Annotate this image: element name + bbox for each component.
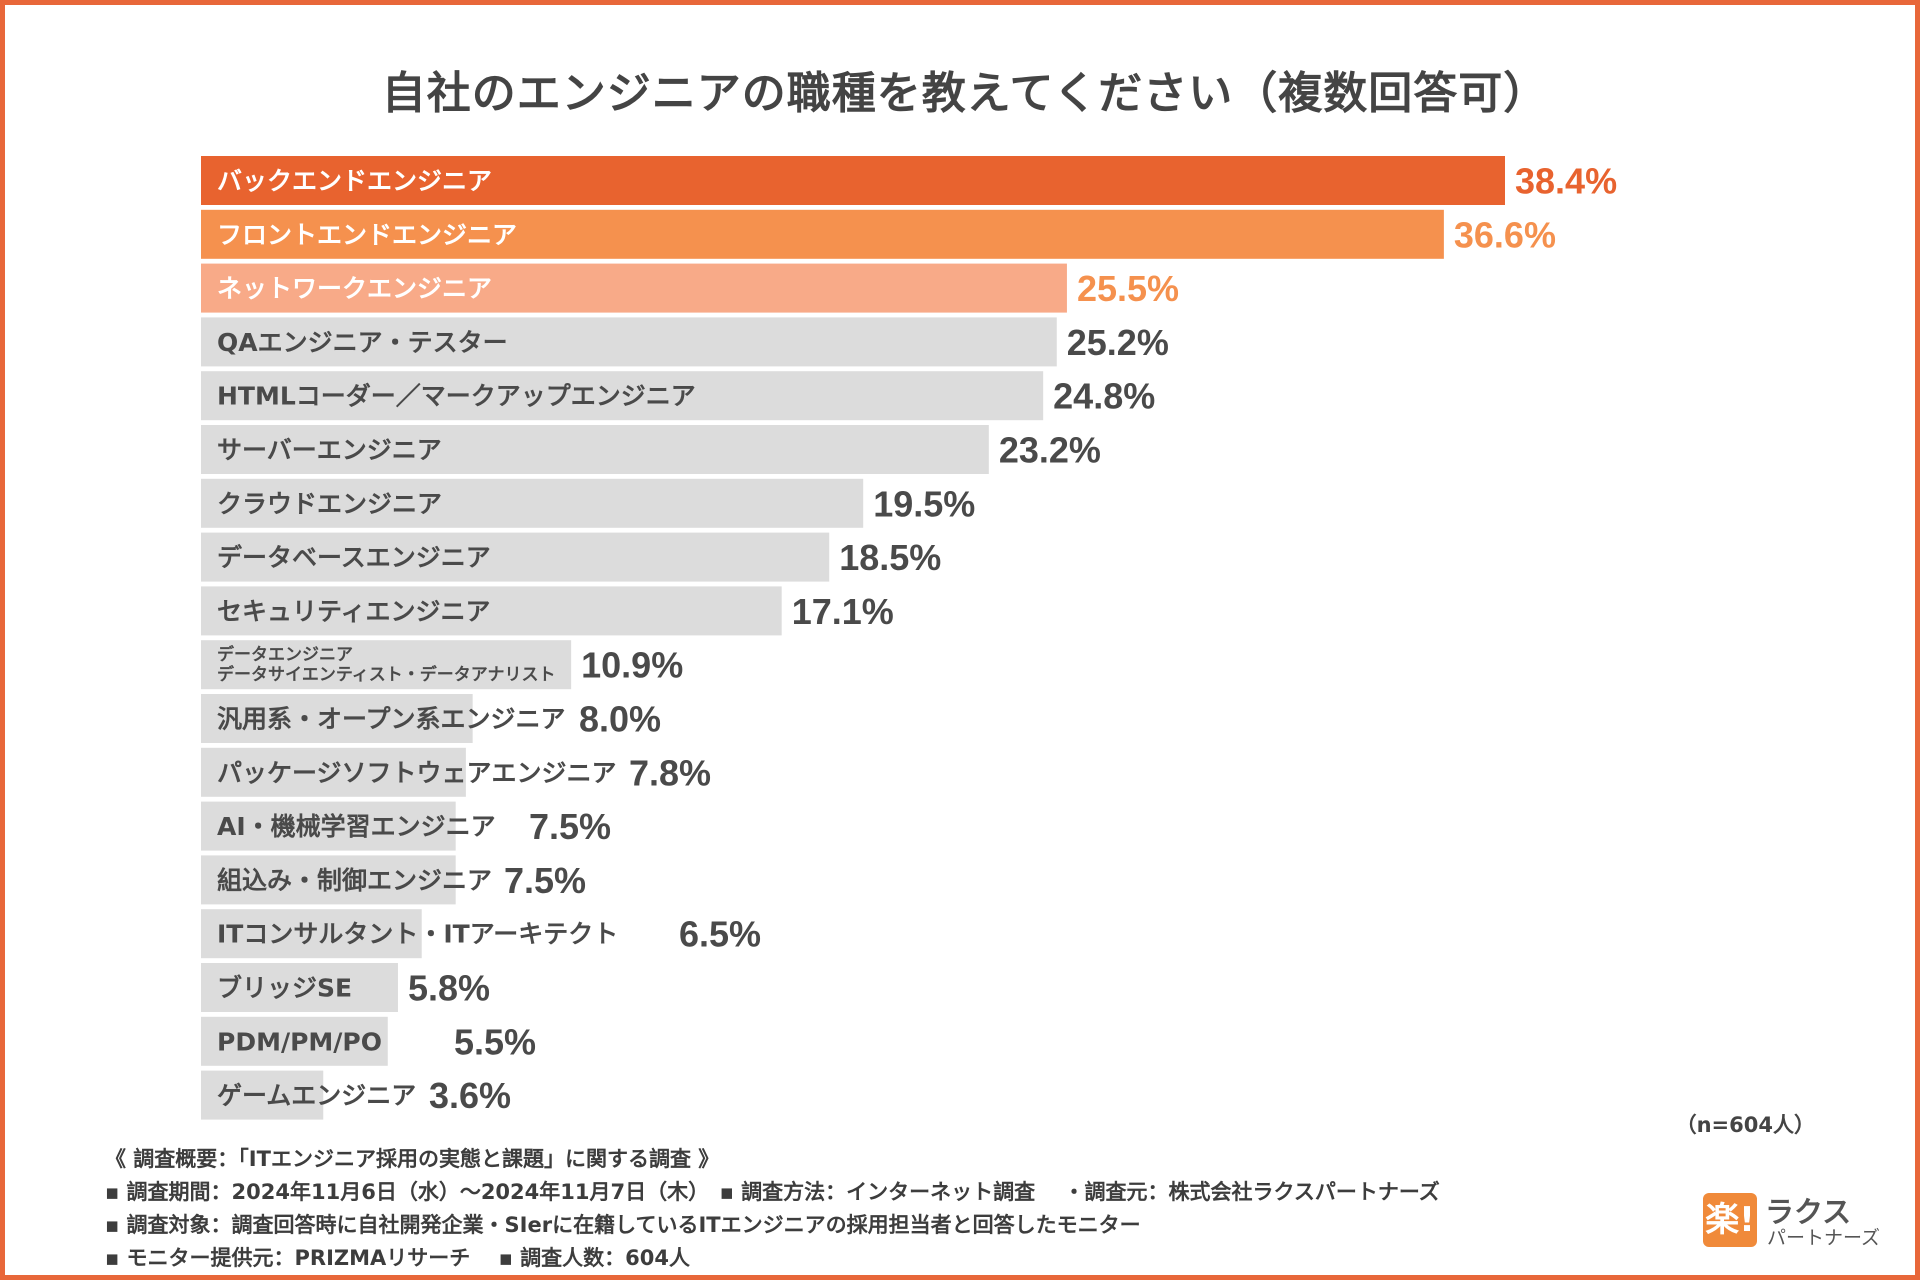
value-label: 8.0% bbox=[579, 699, 661, 740]
value-label: 36.6% bbox=[1454, 214, 1556, 255]
value-label: 25.2% bbox=[1067, 322, 1169, 363]
category-label: データサイエンティスト・データアナリスト bbox=[217, 664, 555, 685]
category-label: HTMLコーダー／マークアップエンジニア bbox=[217, 382, 696, 411]
bar bbox=[201, 963, 398, 1012]
category-label: AI・機械学習エンジニア bbox=[217, 812, 496, 841]
company-logo: 楽! ラクス パートナーズ bbox=[1703, 1193, 1893, 1249]
category-label: ネットワークエンジニア bbox=[217, 274, 492, 303]
bar bbox=[201, 156, 1505, 205]
bar bbox=[201, 371, 1044, 421]
bar bbox=[201, 209, 1444, 259]
survey-note-period: ▪ 調査期間：2024年11月6日（水）〜2024年11月7日（木） ▪ 調査方… bbox=[105, 1180, 1440, 1204]
value-label: 18.5% bbox=[839, 537, 941, 578]
sample-size: （n=604人） bbox=[1675, 1113, 1815, 1137]
value-label: 24.8% bbox=[1053, 376, 1155, 417]
value-label: 19.5% bbox=[873, 483, 975, 524]
bar bbox=[201, 263, 1067, 313]
value-label: 7.5% bbox=[504, 860, 586, 901]
category-label: データベースエンジニア bbox=[217, 543, 491, 572]
value-label: 6.5% bbox=[679, 914, 761, 955]
category-label: ゲームエンジニア bbox=[217, 1081, 416, 1110]
category-label: データエンジニア bbox=[217, 644, 353, 665]
bar bbox=[201, 1016, 388, 1066]
value-label: 5.8% bbox=[408, 968, 490, 1009]
category-label: ブリッジSE bbox=[217, 974, 352, 1003]
bar bbox=[201, 478, 864, 528]
bar bbox=[201, 425, 989, 474]
category-label: 汎用系・オープン系エンジニア bbox=[217, 705, 566, 734]
bar bbox=[201, 855, 456, 905]
value-label: 3.6% bbox=[429, 1075, 511, 1116]
value-label: 17.1% bbox=[792, 591, 894, 632]
bar bbox=[201, 909, 422, 959]
logo-subname: パートナーズ bbox=[1767, 1227, 1881, 1249]
logo-mark: 楽! bbox=[1703, 1193, 1757, 1247]
category-label: PDM/PM/PO bbox=[217, 1027, 382, 1056]
bar-chart: バックエンドエンジニア 38.4% フロントエンドエンジニア 36.6% ネットワークエ… bbox=[201, 156, 1617, 1120]
category-label: バックエンドエンジニア bbox=[217, 167, 492, 196]
bar bbox=[201, 640, 572, 690]
category-label: パッケージソフトウェアエンジニア bbox=[217, 758, 617, 787]
bar bbox=[201, 1070, 324, 1120]
survey-note-heading: 《 調査概要：「ITエンジニア採用の実態と課題」に関する調査 》 bbox=[105, 1147, 720, 1171]
survey-note-target: ▪ 調査対象：調査回答時に自社開発企業・SIerに在籍しているITエンジニアの採… bbox=[105, 1213, 1141, 1237]
category-label: ITコンサルタント・ITアーキテクト bbox=[217, 920, 618, 949]
bar bbox=[201, 532, 830, 582]
bar bbox=[201, 586, 782, 636]
value-label: 38.4% bbox=[1515, 161, 1617, 202]
category-label: フロントエンドエンジニア bbox=[217, 220, 517, 249]
category-label: QAエンジニア・テスター bbox=[217, 328, 508, 357]
survey-note-provider: ▪ モニター提供元：PRIZMAリサーチ ▪ 調査人数：604人 bbox=[105, 1246, 690, 1270]
bar bbox=[201, 801, 456, 851]
value-label: 10.9% bbox=[581, 645, 683, 686]
survey-notes: 《 調査概要：「ITエンジニア採用の実態と課題」に関する調査 》 ▪ 調査期間：… bbox=[105, 1143, 1705, 1275]
value-label: 23.2% bbox=[999, 430, 1101, 471]
category-label: セキュリティエンジニア bbox=[217, 597, 491, 626]
value-label: 25.5% bbox=[1077, 268, 1179, 309]
category-label: 組込み・制御エンジニア bbox=[217, 866, 492, 895]
bar bbox=[201, 317, 1057, 367]
bar bbox=[201, 694, 473, 743]
value-label: 7.8% bbox=[629, 752, 711, 793]
logo-name: ラクス bbox=[1765, 1195, 1852, 1229]
category-label: クラウドエンジニア bbox=[217, 489, 442, 518]
value-label: 7.5% bbox=[529, 806, 611, 847]
category-label: サーバーエンジニア bbox=[217, 436, 442, 465]
bar bbox=[201, 747, 466, 797]
chart-title: 自社のエンジニアの職種を教えてください（複数回答可） bbox=[381, 68, 1549, 119]
value-label: 5.5% bbox=[454, 1021, 536, 1062]
